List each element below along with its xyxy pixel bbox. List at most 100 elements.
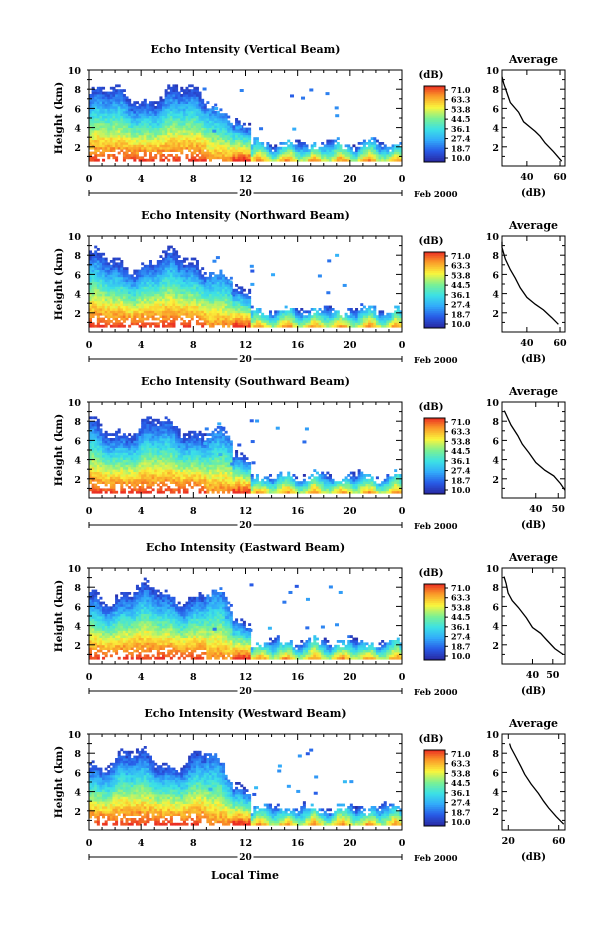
echo-cell <box>97 450 100 453</box>
echo-cell <box>175 92 178 95</box>
echo-cell <box>180 289 183 292</box>
echo-cell <box>321 320 324 323</box>
echo-cell <box>105 108 108 111</box>
echo-cell <box>165 149 168 152</box>
echo-cell <box>227 296 230 299</box>
echo-cell <box>279 147 282 150</box>
echo-cell <box>133 125 136 128</box>
echo-cell <box>146 310 149 313</box>
echo-cell <box>178 92 181 95</box>
echo-cell <box>261 149 264 152</box>
echo-cell <box>358 325 361 328</box>
echo-cell <box>175 255 178 258</box>
echo-cell <box>311 325 314 328</box>
echo-cell <box>152 436 155 439</box>
echo-cell <box>136 296 139 299</box>
echo-cell <box>240 325 243 328</box>
echo-cell <box>305 152 308 155</box>
echo-cell <box>266 142 269 145</box>
echo-cell <box>206 128 209 131</box>
echo-cell <box>123 325 126 328</box>
echo-cell <box>128 313 131 316</box>
echo-cell <box>112 262 115 265</box>
echo-cell <box>102 452 105 455</box>
echo-cell <box>159 443 162 446</box>
echo-cell <box>159 426 162 429</box>
echo-cell <box>300 313 303 316</box>
echo-cell <box>154 325 157 328</box>
echo-cell <box>126 294 129 297</box>
echo-cell <box>128 445 131 448</box>
echo-cell <box>144 113 147 116</box>
echo-cell <box>144 488 147 491</box>
echo-cell <box>146 445 149 448</box>
echo-cell <box>230 310 233 313</box>
echo-cell <box>170 132 173 135</box>
echo-cell <box>217 296 220 299</box>
echo-cell <box>146 108 149 111</box>
echo-cell <box>371 142 374 145</box>
echo-cell <box>350 320 353 323</box>
echo-cell <box>167 270 170 273</box>
echo-cell <box>94 130 97 133</box>
echo-cell <box>157 313 160 316</box>
echo-cell <box>115 142 118 145</box>
echo-cell <box>175 132 178 135</box>
echo-cell <box>146 426 149 429</box>
echo-cell <box>279 313 282 316</box>
echo-cell <box>115 433 118 436</box>
echo-cell <box>118 265 121 268</box>
echo-cell <box>188 277 191 280</box>
echo-cell <box>183 298 186 301</box>
echo-cell <box>110 320 113 323</box>
echo-cell <box>360 325 363 328</box>
echo-cell <box>256 152 259 155</box>
panel-3: Echo Intensity (Southward Beam)246810Hei… <box>53 375 565 532</box>
echo-cell <box>131 303 134 306</box>
echo-cell <box>256 142 259 145</box>
echo-cell <box>193 294 196 297</box>
echo-cell <box>248 315 251 318</box>
echo-cell <box>107 455 110 458</box>
echo-cell <box>191 135 194 138</box>
echo-cell <box>352 325 355 328</box>
x-tick-label: 0 <box>399 340 406 351</box>
echo-cell <box>191 315 194 318</box>
echo-cell <box>219 286 222 289</box>
echo-cell <box>342 149 345 152</box>
echo-cell <box>256 310 259 313</box>
echo-cell <box>131 484 134 487</box>
echo-cell <box>290 325 293 328</box>
echo-cell <box>146 476 149 479</box>
echo-cell <box>152 140 155 143</box>
echo-cell <box>154 481 157 484</box>
echo-cell <box>191 101 194 104</box>
echo-cell <box>321 149 324 152</box>
echo-cell <box>248 132 251 135</box>
echo-cell <box>332 315 335 318</box>
echo-cell <box>300 315 303 318</box>
echo-cell <box>305 322 308 325</box>
echo-cell <box>379 315 382 318</box>
echo-cell <box>99 262 102 265</box>
echo-cell <box>120 265 123 268</box>
echo-cell <box>126 149 129 152</box>
echo-cell <box>136 460 139 463</box>
echo-cell <box>99 116 102 119</box>
echo-cell <box>118 123 121 126</box>
echo-cell <box>131 289 134 292</box>
echo-cell <box>112 106 115 109</box>
echo-cell <box>97 279 100 282</box>
echo-cell <box>175 303 178 306</box>
echo-cell <box>225 147 228 150</box>
echo-cell <box>209 142 212 145</box>
echo-cell <box>212 286 215 289</box>
echo-cell <box>154 274 157 277</box>
echo-cell <box>99 101 102 104</box>
echo-cell <box>342 159 345 162</box>
echo-cell <box>337 144 340 147</box>
echo-cell <box>120 440 123 443</box>
echo-cell <box>128 147 131 150</box>
echo-cell <box>92 474 95 477</box>
echo-cell <box>191 94 194 97</box>
